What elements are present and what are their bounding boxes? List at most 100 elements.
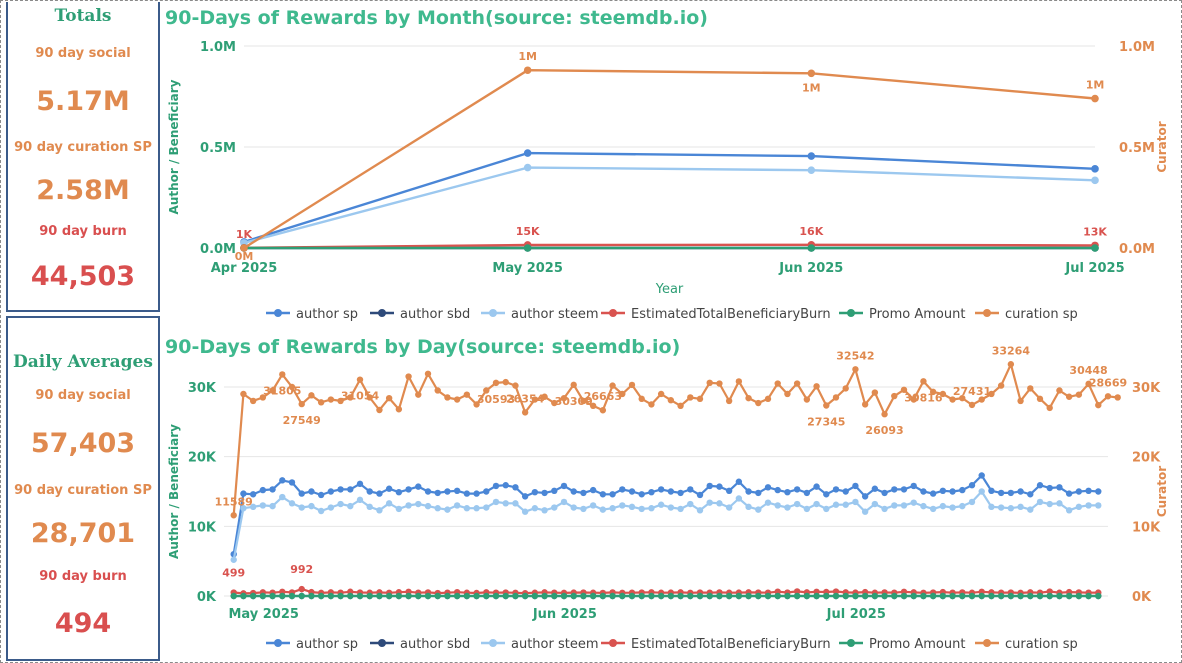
daily-point-promo-amount: [405, 592, 412, 600]
daily-point-promo-amount: [968, 592, 976, 600]
daily-point-author-sp: [288, 479, 296, 486]
daily-x-tick-label: Jun 2025: [532, 607, 597, 622]
daily-point-promo-amount: [580, 592, 587, 600]
daily-point-author-steem: [249, 503, 257, 511]
daily-point-author-sp: [842, 488, 849, 495]
daily-point-promo-amount: [706, 592, 713, 600]
daily-point-author-steem: [784, 504, 791, 511]
monthly-chart-title: 90-Days of Rewards by Month(source: stee…: [165, 7, 708, 29]
daily-point-curation-sp: [424, 370, 432, 377]
daily-point-author-sp: [793, 486, 801, 493]
daily-point-promo-amount: [696, 592, 704, 600]
daily-legend-label-promo-amount: Promo Amount: [869, 637, 965, 652]
daily-point-author-steem: [793, 500, 801, 508]
daily-point-author-sp: [541, 489, 548, 497]
daily-point-author-sp: [279, 477, 286, 484]
daily-point-curation-sp: [521, 409, 529, 416]
daily-point-author-steem: [337, 500, 344, 508]
daily-point-curation-sp: [415, 391, 422, 398]
monthly-x-tick-label: Jun 2025: [778, 261, 843, 276]
daily-data-label-curation-sp: 26354: [506, 392, 545, 405]
totals-social-label: 90 day social: [35, 46, 131, 61]
daily-data-label-estimatedtotalbeneficiaryburn: 992: [290, 563, 313, 576]
daily-averages-card: Daily Averages 90 day social 57,403 90 d…: [6, 316, 160, 661]
daily-point-author-steem: [667, 504, 675, 511]
daily-point-author-sp: [1075, 488, 1083, 495]
daily-point-promo-amount: [434, 592, 441, 600]
daily-point-curation-sp: [871, 389, 879, 396]
daily-point-curation-sp: [327, 396, 335, 403]
monthly-data-label-curation-sp: 0M: [235, 250, 254, 263]
daily-data-label-curation-sp: 30816: [904, 391, 943, 404]
daily-point-author-steem: [910, 499, 917, 506]
daily-point-curation-sp: [910, 396, 917, 403]
monthly-data-label-estimatedtotalbeneficiaryburn: 16K: [799, 225, 823, 238]
daily-x-tick-label: May 2025: [228, 607, 299, 622]
daily-point-promo-amount: [298, 592, 305, 600]
daily-point-promo-amount: [376, 592, 383, 600]
daily-point-author-sp: [687, 486, 694, 493]
daily-point-author-sp: [492, 482, 500, 490]
daily-point-author-steem: [803, 505, 811, 513]
daily-point-author-steem: [706, 499, 713, 506]
daily-series-line-author-steem: [232, 490, 1099, 561]
daily-point-author-steem: [1007, 505, 1015, 512]
monthly-legend-marker-author-sbd: [378, 309, 386, 317]
daily-point-curation-sp: [978, 396, 985, 403]
daily-point-author-sp: [929, 490, 937, 497]
monthly-legend-marker-curation-sp: [983, 309, 991, 317]
daily-point-promo-amount: [764, 592, 772, 600]
daily-point-author-steem: [764, 499, 772, 506]
daily-data-label-curation-sp: 27549: [283, 414, 321, 427]
monthly-series-line-author-steem: [243, 166, 1096, 245]
daily-data-label-curation-sp: 30448: [1069, 364, 1107, 377]
avg-burn-label: 90 day burn: [39, 569, 127, 584]
daily-point-promo-amount: [716, 592, 723, 600]
daily-point-promo-amount: [619, 592, 626, 600]
daily-point-promo-amount: [881, 592, 888, 600]
monthly-point-author-sp: [523, 149, 532, 157]
monthly-series-line-estimatedtotalbeneficiaryburn: [243, 243, 1096, 249]
daily-point-author-steem: [473, 505, 480, 512]
daily-point-author-steem: [415, 500, 422, 508]
daily-point-author-sp: [968, 482, 976, 489]
daily-point-author-sp: [638, 491, 645, 498]
daily-point-author-sp: [483, 488, 490, 495]
monthly-y-tick-label: 0.0M: [200, 242, 236, 257]
monthly-series-line-author-sp: [243, 151, 1096, 244]
daily-point-curation-sp: [900, 386, 908, 393]
daily-point-author-steem: [356, 496, 364, 504]
daily-point-author-sp: [784, 488, 791, 496]
daily-point-author-steem: [609, 505, 616, 512]
daily-point-author-sp: [560, 482, 568, 490]
daily-point-curation-sp: [628, 381, 636, 389]
daily-data-label-curation-sp: 27431: [953, 385, 991, 398]
daily-point-curation-sp: [1017, 397, 1024, 405]
daily-point-promo-amount: [988, 592, 995, 600]
daily-point-curation-sp: [774, 380, 781, 387]
daily-point-author-sp: [900, 486, 908, 493]
daily-point-promo-amount: [929, 592, 937, 600]
avg-social-value: 57,403: [30, 428, 136, 459]
daily-point-author-steem: [434, 505, 441, 512]
daily-point-author-sp: [531, 488, 539, 496]
daily-point-promo-amount: [784, 592, 791, 600]
daily-y2-tick-label: 30K: [1132, 381, 1161, 396]
daily-data-label-curation-sp: 26663: [584, 390, 622, 403]
daily-point-author-sp: [997, 489, 1005, 497]
daily-point-promo-amount: [1085, 592, 1092, 600]
daily-point-author-steem: [813, 500, 820, 508]
daily-point-author-sp: [444, 488, 451, 495]
daily-point-curation-sp: [492, 379, 500, 387]
totals-social-value: 5.17M: [36, 86, 130, 117]
daily-point-promo-amount: [978, 592, 985, 600]
daily-legend-marker-author-sbd: [378, 639, 386, 647]
daily-data-label-estimatedtotalbeneficiaryburn: 499: [222, 567, 245, 580]
daily-point-author-steem: [1075, 503, 1083, 511]
daily-point-curation-sp: [1085, 380, 1092, 388]
daily-point-promo-amount: [356, 592, 364, 600]
daily-legend-label-author-sp: author sp: [296, 637, 358, 652]
daily-point-curation-sp: [959, 394, 966, 402]
totals-card: Totals 90 day social 5.17M 90 day curati…: [6, 2, 160, 312]
daily-point-author-sp: [308, 488, 315, 495]
